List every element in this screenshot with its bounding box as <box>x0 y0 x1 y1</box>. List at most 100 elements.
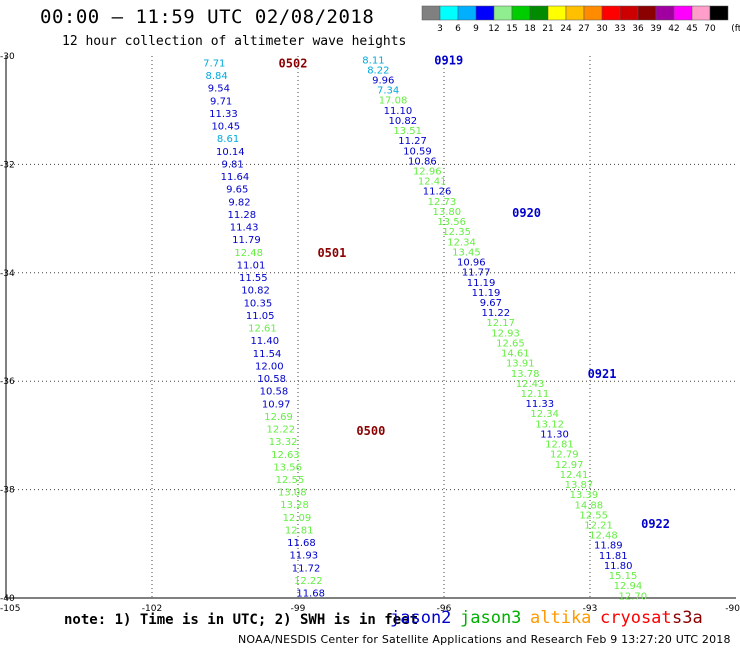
y-tick-label: -34 <box>0 269 15 279</box>
swh-value-label: 10.14 <box>216 147 245 158</box>
y-tick-label: -38 <box>0 486 15 496</box>
footer-note: note: 1) Time is in UTC; 2) SWH is in fe… <box>64 612 419 628</box>
colorbar-swatch <box>439 5 459 21</box>
swh-value-label: 13.08 <box>278 488 307 499</box>
swh-value-label: 11.79 <box>232 235 261 246</box>
swh-value-label: 10.35 <box>244 298 273 309</box>
swh-value-label: 12.22 <box>294 576 323 587</box>
swh-value-label: 12.79 <box>550 450 579 461</box>
swh-value-label: 13.56 <box>437 217 466 228</box>
swh-value-label: 12.34 <box>447 237 476 248</box>
colorbar-tick-label: 42 <box>668 24 679 34</box>
swh-value-label: 10.82 <box>241 286 270 297</box>
swh-value-label: 12.48 <box>589 531 618 542</box>
colorbar-unit-label: (ft) <box>731 24 740 34</box>
swh-value-label: 12.55 <box>276 475 305 486</box>
colorbar-swatch <box>547 5 567 21</box>
swh-value-label: 9.71 <box>210 96 232 107</box>
colorbar-swatch <box>601 5 621 21</box>
colorbar-swatch <box>619 5 639 21</box>
legend-s3a: s3a <box>672 608 703 628</box>
swh-value-label: 13.51 <box>393 126 422 137</box>
swh-value-label: 13.39 <box>570 490 599 501</box>
swh-value-label: 9.82 <box>228 197 250 208</box>
swh-value-label: 7.34 <box>377 86 399 97</box>
swh-value-label: 10.86 <box>408 156 437 167</box>
swh-value-label: 12.41 <box>418 177 447 188</box>
swh-value-label: 12.96 <box>413 167 442 178</box>
swh-value-label: 11.05 <box>246 311 275 322</box>
colorbar-tick-label: 6 <box>455 24 461 34</box>
colorbar-swatch <box>565 5 585 21</box>
footer-credit: NOAA/NESDIS Center for Satellite Applica… <box>238 633 731 646</box>
colorbar-swatch <box>709 5 729 21</box>
colorbar-tick-label: 39 <box>650 24 662 34</box>
swh-value-label: 14.88 <box>574 500 603 511</box>
colorbar-swatch <box>493 5 513 21</box>
swh-value-label: 11.81 <box>599 551 628 562</box>
swh-value-label: 13.12 <box>535 419 564 430</box>
swh-value-label: 11.22 <box>481 308 510 319</box>
swh-value-label: 13.91 <box>506 359 535 370</box>
legend-altika: altika <box>530 608 592 628</box>
swh-value-label: 13.56 <box>273 462 302 473</box>
colorbar-swatch <box>673 5 693 21</box>
x-tick-label: -99 <box>291 604 306 614</box>
swh-value-label: 10.97 <box>262 399 291 410</box>
swh-value-label: 11.28 <box>228 210 257 221</box>
swh-value-label: 11.89 <box>594 541 623 552</box>
chart-title: 00:00 – 11:59 UTC 02/08/2018 <box>40 6 375 28</box>
swh-value-label: 13.78 <box>511 369 540 380</box>
y-tick-label: -36 <box>0 377 15 387</box>
swh-value-label: 9.54 <box>208 84 230 95</box>
swh-value-label: 11.55 <box>239 273 268 284</box>
colorbar-tick-label: 36 <box>632 24 644 34</box>
swh-value-label: 7.71 <box>203 59 225 70</box>
swh-value-label: 12.48 <box>234 248 263 259</box>
swh-value-label: 9.81 <box>222 159 244 170</box>
colorbar-tick-label: 15 <box>506 24 517 34</box>
swh-value-label: 15.15 <box>609 571 638 582</box>
colorbar-tick-label: 12 <box>488 24 499 34</box>
colorbar-tick-label: 70 <box>704 24 716 34</box>
swh-value-label: 13.28 <box>280 500 309 511</box>
swh-value-label: 11.80 <box>604 561 633 572</box>
swh-value-label: 11.68 <box>296 589 325 600</box>
swh-value-label: 17.08 <box>379 96 408 107</box>
time-label: 0501 <box>317 246 346 260</box>
swh-value-label: 12.70 <box>619 591 648 602</box>
swh-value-label: 10.58 <box>260 387 289 398</box>
swh-value-label: 11.19 <box>472 288 501 299</box>
swh-value-label: 9.96 <box>372 75 394 86</box>
colorbar-swatch <box>637 5 657 21</box>
swh-value-label: 8.11 <box>362 55 384 66</box>
time-label: 0919 <box>434 53 463 67</box>
x-tick-label: -90 <box>725 604 740 614</box>
legend-jason3: jason3 <box>460 608 522 628</box>
colorbar-tick-label: 3 <box>437 24 443 34</box>
swh-value-label: 12.73 <box>428 197 457 208</box>
swh-value-label: 11.72 <box>292 563 321 574</box>
colorbar-swatch <box>457 5 477 21</box>
swh-value-label: 11.10 <box>384 106 413 117</box>
swh-value-label: 10.58 <box>257 374 286 385</box>
swh-value-label: 12.35 <box>442 227 471 238</box>
swh-value-label: 12.93 <box>491 328 520 339</box>
swh-value-label: 12.63 <box>271 450 300 461</box>
swh-value-label: 12.09 <box>283 513 312 524</box>
legend-jason2: jason2 <box>390 608 452 628</box>
swh-value-label: 12.00 <box>255 361 284 372</box>
legend-cryosat: cryosat <box>600 608 672 628</box>
swh-value-label: 12.34 <box>530 409 559 420</box>
swh-value-label: 11.33 <box>209 109 238 120</box>
colorbar-tick-label: 9 <box>473 24 479 34</box>
colorbar-swatch <box>583 5 603 21</box>
swh-value-label: 12.65 <box>496 338 525 349</box>
time-label: 0922 <box>641 517 670 531</box>
swh-value-label: 13.80 <box>433 207 462 218</box>
swh-value-label: 11.33 <box>526 399 555 410</box>
swh-value-label: 11.40 <box>250 336 279 347</box>
swh-value-label: 13.32 <box>269 437 298 448</box>
swh-value-label: 14.61 <box>501 349 530 360</box>
